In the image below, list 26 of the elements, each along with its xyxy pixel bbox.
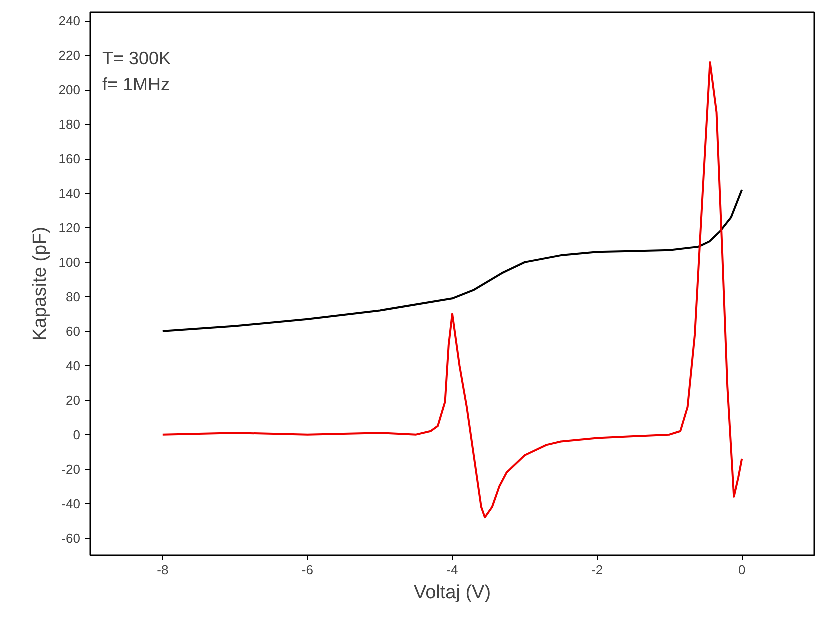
y-tick-label: 0 — [73, 427, 81, 442]
y-tick-label: 160 — [58, 152, 81, 167]
y-tick-label: 120 — [58, 220, 81, 236]
x-tick-label: -2 — [592, 562, 604, 578]
y-tick-label: 60 — [66, 324, 81, 339]
y-tick-label: 220 — [58, 48, 81, 64]
x-tick-label: -8 — [157, 562, 169, 578]
x-tick-label: -4 — [446, 562, 458, 578]
y-axis-title: Kapasite (pF) — [30, 226, 51, 342]
line-series — [162, 189, 744, 332]
x-tick-label: 0 — [738, 562, 746, 578]
y-tick-label: 40 — [66, 358, 81, 374]
y-tick-label: 100 — [58, 254, 81, 270]
y-tick-label: 140 — [58, 186, 81, 201]
y-tick-label: -40 — [62, 496, 81, 512]
y-tick-label: 240 — [58, 14, 81, 29]
y-tick-label: 200 — [58, 82, 81, 98]
x-axis-title: Voltaj (V) — [414, 582, 492, 604]
annotation: f= 1MHz — [102, 74, 170, 94]
y-tick-label: 80 — [66, 289, 81, 304]
annotation: T= 300K — [102, 48, 172, 68]
x-tick-label: -6 — [302, 562, 314, 578]
y-tick-label: -60 — [62, 530, 81, 546]
y-tick-label: 180 — [58, 117, 81, 132]
y-tick-label: -20 — [62, 462, 81, 477]
y-tick-label: 20 — [66, 392, 81, 408]
